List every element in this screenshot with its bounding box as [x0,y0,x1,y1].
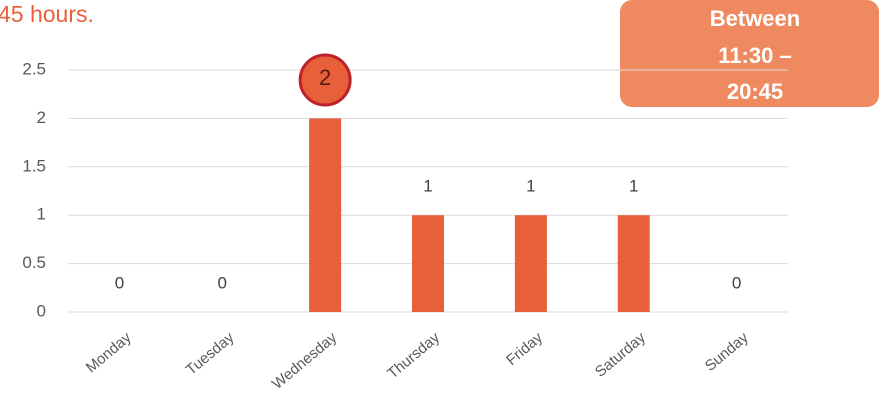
x-tick-label: Sunday [702,329,752,375]
bar [514,215,547,312]
x-tick-label: Thursday [384,329,443,383]
callout-line: 20:45 [727,79,783,104]
callout-line: Between [710,6,800,31]
y-tick-label: 0 [37,301,46,320]
annotation-text: 2 [319,65,331,90]
y-tick-label: 1 [37,205,46,224]
data-label: 0 [115,273,124,292]
data-label: 0 [218,273,227,292]
bar [412,215,444,312]
y-tick-label: 2.5 [22,59,46,78]
x-tick-label: Monday [83,329,135,377]
bar [617,215,650,312]
y-tick-label: 1.5 [22,156,46,175]
chart-title: 45 hours. [0,1,94,27]
data-label: 1 [423,177,432,196]
bar [309,118,342,313]
x-tick-label: Friday [503,329,546,369]
data-label: 1 [629,177,638,196]
x-tick-label: Tuesday [183,329,238,379]
data-label: 1 [526,177,535,196]
callout-line: 11:30 – [718,43,791,68]
y-tick-label: 0.5 [22,253,46,272]
x-tick-label: Wednesday [269,329,341,393]
callout-box [620,0,879,107]
y-tick-label: 2 [37,108,46,127]
x-tick-label: Saturday [592,329,649,381]
data-label: 0 [732,273,741,292]
annotation-circle [298,53,352,107]
